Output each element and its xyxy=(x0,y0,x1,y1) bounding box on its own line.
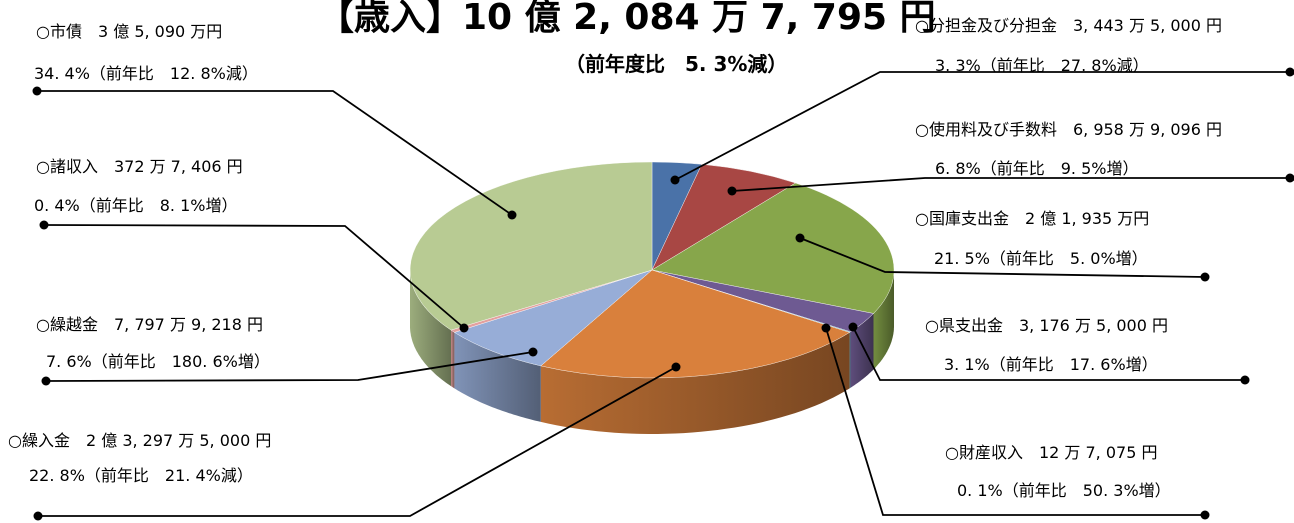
label-line2-kokko: 21. 5%（前年比 5. 0%増） xyxy=(934,249,1148,268)
label-line2-shoshuunyuu: 0. 4%（前年比 8. 1%増） xyxy=(34,196,238,215)
leader-dot-end-7 xyxy=(39,220,49,230)
leader-dot-start-0 xyxy=(670,175,680,185)
leader-dot-end-2 xyxy=(1200,272,1210,282)
pie-side-8 xyxy=(410,270,451,387)
label-line2-shichou-sai: 34. 4%（前年比 12. 8%減） xyxy=(34,64,258,83)
leader-dot-start-3 xyxy=(848,322,858,332)
pie-side-5 xyxy=(540,332,850,434)
leader-dot-end-6 xyxy=(41,376,51,386)
label-line1-kokko: ○国庫支出金 2 億 1, 935 万円 xyxy=(915,209,1150,228)
leader-dot-end-0 xyxy=(1285,67,1294,77)
leader-line-2 xyxy=(799,237,1206,278)
leader-dot-end-4 xyxy=(1200,510,1210,520)
pie-side-4 xyxy=(849,331,851,389)
pie-slice-6 xyxy=(453,269,653,367)
label-line2-zaisan: 0. 1%（前年比 50. 3%増） xyxy=(957,481,1171,500)
label-line2-buntan: 3. 3%（前年比 27. 8%減） xyxy=(935,56,1149,75)
leader-line-3 xyxy=(852,326,1245,381)
label-line2-kuriire: 22. 8%（前年比 21. 4%減） xyxy=(29,466,253,485)
label-line2-shiyouryou: 6. 8%（前年比 9. 5%増） xyxy=(935,159,1139,178)
pie-side-2 xyxy=(873,270,894,370)
leader-line-8 xyxy=(37,90,513,216)
pie-slice-2 xyxy=(651,182,895,314)
leader-line-1 xyxy=(731,177,1290,192)
pie-side-7 xyxy=(451,330,455,389)
label-line1-shichou-sai: ○市債 3 億 5, 090 万円 xyxy=(36,22,223,41)
leader-line-5 xyxy=(38,366,677,517)
leader-line-0 xyxy=(674,71,1290,181)
leader-line-6 xyxy=(45,351,534,382)
leader-line-7 xyxy=(43,224,465,329)
label-line1-buntan: ○分担金及び分担金 3, 443 万 5, 000 円 xyxy=(915,16,1223,35)
chart-title: 【歳入】10 億 2, 084 万 7, 795 円 xyxy=(318,0,936,38)
pie-side-6 xyxy=(454,332,541,422)
leader-dot-start-7 xyxy=(459,323,469,333)
leader-dot-end-5 xyxy=(33,511,43,521)
pie-slice-5 xyxy=(540,269,851,379)
label-line1-zaisan: ○財産収入 12 万 7, 075 円 xyxy=(945,443,1158,462)
leader-dot-start-4 xyxy=(821,323,831,333)
label-line1-shiyouryou: ○使用料及び手数料 6, 958 万 9, 096 円 xyxy=(915,120,1223,139)
label-line1-kuriire: ○繰入金 2 億 3, 297 万 5, 000 円 xyxy=(8,431,272,450)
pie-slice-8 xyxy=(409,161,653,331)
label-line1-shoshuunyuu: ○諸収入 372 万 7, 406 円 xyxy=(36,157,243,176)
label-line2-kurikoshi: 7. 6%（前年比 180. 6%増） xyxy=(46,352,270,371)
leader-dot-end-3 xyxy=(1240,375,1250,385)
chart-subtitle: （前年度比 5. 3%減） xyxy=(565,52,788,76)
label-line1-kurikoshi: ○繰越金 7, 797 万 9, 218 円 xyxy=(36,315,264,334)
leader-dot-start-2 xyxy=(795,233,805,243)
leader-dot-start-1 xyxy=(727,186,737,196)
label-line1-ken: ○県支出金 3, 176 万 5, 000 円 xyxy=(925,316,1169,335)
leader-dot-start-8 xyxy=(507,210,517,220)
leader-line-4 xyxy=(825,327,1205,516)
leader-dot-end-8 xyxy=(32,86,42,96)
leader-dot-end-1 xyxy=(1285,173,1294,183)
label-line2-ken: 3. 1%（前年比 17. 6%増） xyxy=(944,355,1158,374)
leader-dot-start-6 xyxy=(528,347,538,357)
leader-dot-start-5 xyxy=(671,362,681,372)
